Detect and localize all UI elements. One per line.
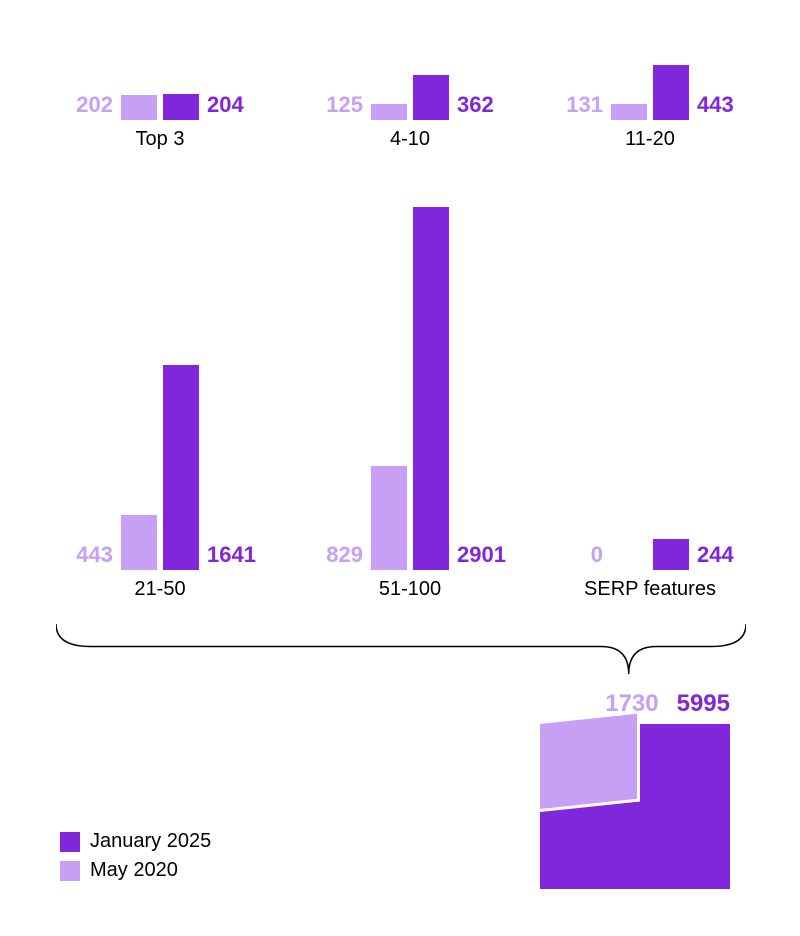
legend-item: May 2020 [60, 859, 211, 882]
legend-label: January 2025 [90, 830, 211, 853]
category-label: 51-100 [379, 578, 441, 601]
chart-group: 0244SERP features [530, 190, 770, 570]
bar-series-a [121, 515, 157, 570]
chart-group: 202204Top 3 [40, 50, 280, 120]
summary-value-b: 5995 [677, 690, 730, 718]
value-label-a: 0 [591, 542, 603, 568]
bar-series-b [653, 65, 689, 120]
bar-series-b [413, 75, 449, 120]
bars-area: 829 2901 [290, 190, 530, 570]
chart-group: 829290151-100 [290, 190, 530, 570]
chart-group: 443164121-50 [40, 190, 280, 570]
summary-block: 17305995 [540, 690, 730, 889]
category-label: 21-50 [134, 578, 185, 601]
legend-swatch [60, 832, 80, 852]
category-label: 11-20 [625, 128, 675, 151]
bar-series-a [611, 104, 647, 120]
legend-label: May 2020 [90, 859, 178, 882]
category-label: Top 3 [136, 128, 185, 151]
brace-icon [56, 624, 746, 674]
bar-series-b [163, 365, 199, 570]
bar-series-a [371, 104, 407, 120]
bar-series-a [121, 95, 157, 120]
legend-swatch [60, 861, 80, 881]
value-label-b: 2901 [457, 542, 506, 568]
value-label-b: 362 [457, 92, 494, 118]
chart-group: 13144311-20 [530, 50, 770, 120]
category-label: SERP features [584, 578, 716, 601]
value-label-a: 125 [326, 92, 363, 118]
legend-item: January 2025 [60, 830, 211, 853]
bar-series-a [371, 466, 407, 570]
bars-area: 0 244 [530, 190, 770, 570]
value-label-a: 202 [76, 92, 113, 118]
bars-area: 443 1641 [40, 190, 280, 570]
value-label-a: 443 [76, 542, 113, 568]
bar-series-b [413, 207, 449, 570]
bars-area: 131 443 [530, 50, 770, 120]
bars-area: 202 204 [40, 50, 280, 120]
bar-series-b [653, 539, 689, 570]
category-label: 4-10 [390, 128, 430, 151]
legend: January 2025 May 2020 [60, 830, 211, 888]
chart-group: 1253624-10 [290, 50, 530, 120]
value-label-a: 829 [326, 542, 363, 568]
summary-box [540, 724, 730, 889]
summary-box-inner [540, 713, 640, 812]
bar-series-b [163, 94, 199, 120]
value-label-b: 443 [697, 92, 734, 118]
bars-area: 125 362 [290, 50, 530, 120]
value-label-a: 131 [566, 92, 603, 118]
value-label-b: 1641 [207, 542, 256, 568]
value-label-b: 244 [697, 542, 734, 568]
value-label-b: 204 [207, 92, 244, 118]
